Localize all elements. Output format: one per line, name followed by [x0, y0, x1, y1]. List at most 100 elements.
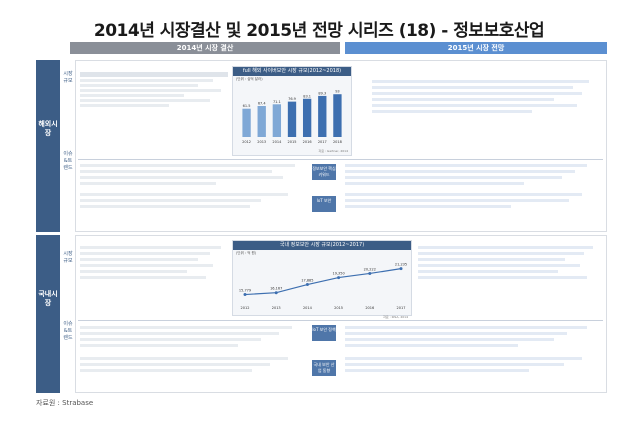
text-bar: [80, 338, 261, 341]
hexagon-iot-policy: IoT 보안 정책: [312, 325, 336, 341]
point-value-label: 16,167: [270, 287, 282, 291]
bar-value-label: 83.1: [303, 94, 311, 98]
domestic-market-text: [80, 246, 228, 282]
text-bar: [345, 363, 565, 366]
text-bar: [80, 164, 295, 167]
text-bar: [80, 326, 293, 329]
point-value-label: 15,779: [239, 289, 251, 293]
bar: [272, 104, 282, 137]
divider: [78, 159, 603, 160]
point-value-label: 17,885: [301, 279, 313, 283]
text-bar: [372, 98, 555, 101]
overseas-chart: full 해외 사이버보안 시장 규모(2012~2018) (단위 : 십억 …: [232, 66, 352, 156]
text-bar: [345, 199, 570, 202]
point-value-label: 19,350: [332, 272, 344, 276]
sidebar-domestic: 국내시장: [36, 235, 60, 393]
overseas-forecast-text: [372, 80, 600, 116]
text-bar: [345, 205, 511, 208]
point-value-label: 20,222: [364, 267, 376, 271]
data-point: [368, 271, 372, 275]
text-bar: [372, 80, 589, 83]
domestic-chart: 국내 정보보안 시장 규모(2012~2017) (단위 : 억 원) 15,7…: [232, 240, 412, 319]
text-bar: [345, 176, 562, 179]
x-tick-label: 2014: [272, 140, 282, 144]
x-tick-label: 2015: [288, 140, 297, 144]
text-bar: [80, 363, 270, 366]
sidebar-overseas-label: 해외시장: [38, 120, 58, 137]
text-bar: [80, 252, 211, 255]
overseas-market-text: [80, 72, 228, 109]
x-tick-label: 2015: [334, 306, 343, 310]
bar-value-label: 67.4: [258, 101, 267, 105]
bar: [257, 105, 266, 137]
bar: [242, 108, 251, 137]
text-bar: [372, 110, 532, 113]
text-bar: [80, 170, 273, 173]
text-bar: [80, 182, 216, 185]
x-tick-label: 2012: [242, 140, 251, 144]
text-bar: [372, 104, 578, 107]
subside-overseas-issue: 이슈&트렌드: [63, 151, 73, 171]
text-bar: [80, 176, 284, 179]
overseas-chart-unit: (단위 : 십억 달러): [236, 77, 263, 81]
text-bar: [345, 193, 583, 196]
text-bar: [80, 344, 239, 347]
text-bar: [345, 164, 588, 167]
header-right: 2015년 시장 전망: [345, 42, 607, 54]
text-bar: [418, 258, 566, 261]
text-bar: [372, 86, 573, 89]
sidebar-domestic-label: 국내시장: [38, 290, 58, 307]
subside-domestic-market: 시장규모: [63, 251, 73, 264]
text-bar: [418, 252, 584, 255]
domestic-chart-title: 국내 정보보안 시장 규모(2012~2017): [233, 241, 411, 250]
text-bar: [80, 205, 250, 208]
text-bar: [345, 357, 583, 360]
text-bar: [80, 104, 169, 107]
text-bar: [80, 193, 288, 196]
overseas-frame: [75, 60, 607, 232]
text-bar: [345, 369, 529, 372]
overseas-issue-right: [345, 164, 600, 211]
domestic-frame: [75, 235, 607, 393]
text-bar: [80, 89, 221, 92]
domestic-line-chart: 15,779 2012 16,167 2013 17,885 2014 19,350 2015…: [239, 263, 407, 310]
page-title: 2014년 시장결산 및 2015년 전망 시리즈 (18) - 정보보호산업: [93, 21, 545, 41]
text-bar: [345, 344, 519, 347]
x-tick-label: 2013: [257, 140, 266, 144]
text-bar: [80, 99, 211, 102]
bar-value-label: 93: [335, 90, 339, 94]
text-bar: [80, 72, 228, 77]
domestic-chart-source: 자료 : KISA, 2014: [383, 315, 408, 319]
domestic-issue-right: [345, 326, 600, 375]
text-bar: [345, 326, 588, 329]
bar-value-label: 89.3: [318, 91, 326, 95]
text-bar: [372, 92, 582, 95]
text-bar: [80, 270, 187, 273]
overseas-chart-source: 자료 : Gartner, 2014: [318, 149, 348, 153]
subside-overseas-market: 시장규모: [63, 71, 73, 84]
text-bar: [345, 332, 567, 335]
x-tick-label: 2017: [397, 306, 406, 310]
text-bar: [345, 170, 575, 173]
domestic-chart-unit: (단위 : 억 원): [236, 251, 257, 255]
data-point: [399, 267, 403, 271]
x-tick-label: 2017: [318, 140, 327, 144]
text-bar: [80, 199, 261, 202]
text-bar: [345, 338, 555, 341]
text-bar: [80, 258, 199, 261]
overseas-issue-left: [80, 164, 306, 211]
header-left: 2014년 시장 결산: [70, 42, 340, 54]
x-tick-label: 2013: [272, 306, 281, 310]
text-bar: [80, 357, 288, 360]
text-bar: [80, 84, 199, 87]
hexagon-keyword: 정보보안 핵심 키워드: [312, 164, 336, 180]
text-bar: [418, 276, 588, 279]
text-bar: [80, 79, 214, 82]
text-bar: [418, 270, 558, 273]
text-bar: [80, 369, 252, 372]
divider: [78, 320, 603, 321]
hexagon-iot-security: IoT 보안: [312, 196, 336, 212]
bar: [318, 95, 327, 137]
bar: [333, 94, 342, 137]
x-tick-label: 2018: [333, 140, 342, 144]
